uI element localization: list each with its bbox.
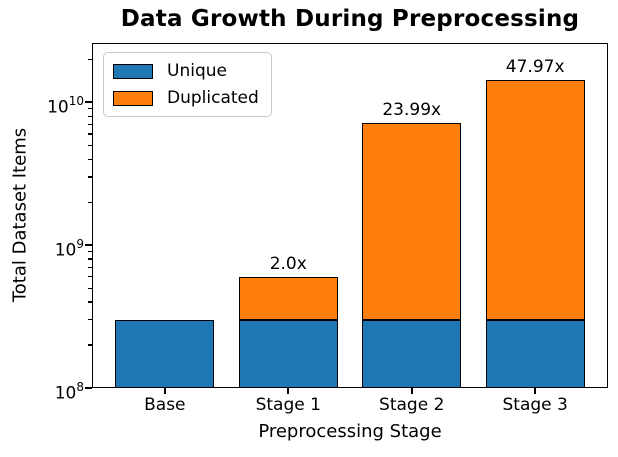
y-major-tick bbox=[85, 387, 92, 389]
bar-segment-duplicated-stage-1 bbox=[238, 276, 338, 320]
y-minor-tick bbox=[88, 266, 92, 268]
bar-segment-unique-stage-1 bbox=[238, 319, 338, 388]
y-minor-tick bbox=[88, 276, 92, 278]
y-minor-tick bbox=[88, 133, 92, 135]
y-axis-label: Total Dataset Items bbox=[9, 127, 31, 303]
y-tick-label: 109 bbox=[54, 237, 84, 261]
y-tick-label: 1010 bbox=[47, 94, 84, 118]
y-minor-tick bbox=[88, 201, 92, 203]
x-tick-label: Stage 2 bbox=[379, 395, 445, 415]
legend-label: Duplicated bbox=[167, 88, 259, 108]
bar-annotation: 23.99x bbox=[382, 99, 442, 120]
y-major-tick bbox=[85, 101, 92, 104]
bar-segment-unique-stage-3 bbox=[485, 319, 585, 388]
bar-segment-unique-base bbox=[115, 319, 215, 388]
x-tick-label: Base bbox=[144, 395, 186, 415]
y-minor-tick bbox=[88, 144, 92, 146]
y-minor-tick bbox=[88, 287, 92, 289]
legend-swatch-unique bbox=[113, 63, 153, 79]
legend-item-duplicated: Duplicated bbox=[113, 88, 259, 108]
x-tick bbox=[164, 388, 166, 394]
y-minor-tick bbox=[88, 123, 92, 125]
bar-segment-duplicated-stage-2 bbox=[362, 122, 462, 320]
legend-label: Unique bbox=[167, 61, 227, 81]
x-tick-label: Stage 1 bbox=[255, 395, 321, 415]
bar-annotation: 47.97x bbox=[505, 56, 565, 77]
y-minor-tick bbox=[88, 301, 92, 303]
x-tick-label: Stage 3 bbox=[502, 395, 568, 415]
legend-swatch-duplicated bbox=[113, 90, 153, 106]
y-minor-tick bbox=[88, 176, 92, 178]
x-tick bbox=[534, 388, 536, 394]
y-tick-label: 108 bbox=[54, 380, 84, 404]
y-minor-tick bbox=[88, 108, 92, 110]
y-minor-tick bbox=[88, 251, 92, 253]
bar-segment-unique-stage-2 bbox=[362, 319, 462, 388]
y-minor-tick bbox=[88, 258, 92, 260]
y-minor-tick bbox=[88, 115, 92, 117]
bar-segment-duplicated-stage-3 bbox=[485, 79, 585, 320]
x-tick bbox=[410, 388, 413, 394]
bar-annotation: 2.0x bbox=[269, 253, 307, 274]
y-major-tick bbox=[85, 244, 92, 246]
chart-title: Data Growth During Preprocessing bbox=[120, 6, 580, 32]
legend: Unique Duplicated bbox=[103, 52, 272, 117]
y-minor-tick bbox=[88, 319, 92, 321]
x-tick bbox=[287, 388, 290, 394]
y-minor-tick bbox=[88, 58, 92, 60]
y-minor-tick bbox=[88, 158, 92, 160]
x-axis-label: Preprocessing Stage bbox=[258, 421, 442, 442]
y-minor-tick bbox=[88, 344, 92, 346]
legend-item-unique: Unique bbox=[113, 61, 259, 81]
